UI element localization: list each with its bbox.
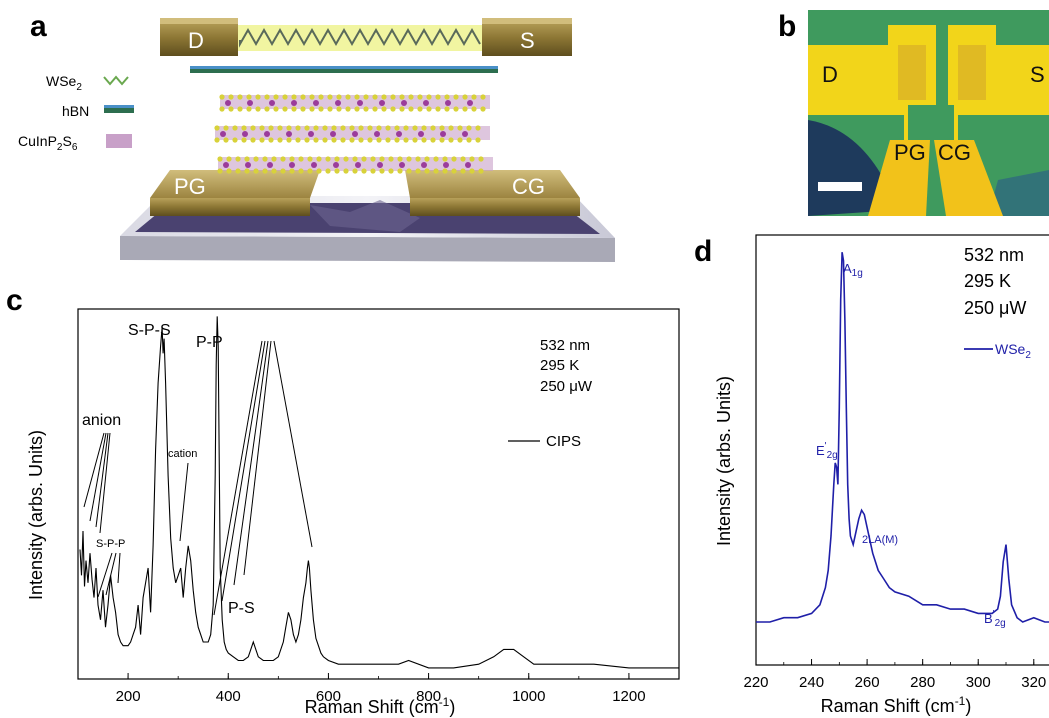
annot-anion: anion xyxy=(82,412,121,429)
annot-cation: cation xyxy=(168,448,197,460)
wse2-channel xyxy=(236,25,486,51)
pg-electrode-label: PG xyxy=(174,174,206,199)
chart-c-series-cips xyxy=(79,316,679,669)
peak-label-2la: 2LA(M) xyxy=(862,534,898,546)
chart-c-legend-label: CIPS xyxy=(546,433,581,450)
micro-drain-label: D xyxy=(822,62,838,87)
pg-electrode xyxy=(150,170,320,216)
scale-bar xyxy=(818,182,862,191)
chart-d-xtick-label: 300 xyxy=(966,674,991,691)
cips-swatch-icon xyxy=(106,134,132,148)
chart-d-xtick-label: 240 xyxy=(799,674,824,691)
chart-d-frame xyxy=(755,234,1049,666)
chart-c-xtick-label: 200 xyxy=(116,688,141,705)
annot-p-s: P-S xyxy=(228,600,255,617)
annot-s-p-p: S-P-P xyxy=(96,538,125,550)
cg-electrode-label: CG xyxy=(512,174,545,199)
pg-lead xyxy=(868,140,930,216)
chart-c-ylabel: Intensity (arbs. Units) xyxy=(26,430,46,600)
chart-c-xtick-label: 600 xyxy=(316,688,341,705)
chart-d-ylabel: Intensity (arbs. Units) xyxy=(714,376,734,546)
chart-d-series-wse2 xyxy=(756,252,1049,623)
legend-wse2: WSe2 xyxy=(46,73,82,93)
chart-d-xtick-label: 220 xyxy=(743,674,768,691)
micro-source-label: S xyxy=(1030,62,1045,87)
chart-d-legend-label: WSe2 xyxy=(995,341,1031,361)
chart-c-xtick-label: 400 xyxy=(216,688,241,705)
source-label: S xyxy=(520,28,535,53)
peak-label-e2g: E'2g xyxy=(816,441,838,461)
annot-p-p: P-P xyxy=(196,334,223,351)
peak-label-a1g: A1g xyxy=(843,261,863,279)
chart-d-xtick-label: 320 xyxy=(1021,674,1046,691)
cg-lead xyxy=(934,140,1003,216)
cips-layers xyxy=(214,94,493,174)
peak-label-b2g: B'2g xyxy=(984,609,1006,629)
chart-d-info-power: 250 μW xyxy=(964,298,1026,318)
micro-cg-label: CG xyxy=(938,140,971,165)
legend-cips: CuInP2S6 xyxy=(18,133,78,153)
annotation-arrows xyxy=(83,340,313,616)
chart-d-info-temperature: 295 K xyxy=(964,271,1011,291)
chart-c-cips-raman: 200 400 600 800 1000 1200 Intensity (arbs. Un… xyxy=(26,308,680,717)
chart-d-wse2-raman: 220 240 260 280 300 320 Intensity (arbs. Unit… xyxy=(714,234,1049,716)
drain-electrode xyxy=(160,18,238,56)
wse2-swatch-icon xyxy=(103,75,129,86)
chart-c-info-power: 250 μW xyxy=(540,378,593,395)
chart-c-xtick-label: 1200 xyxy=(612,688,645,705)
device-schematic-svg: PG CG D S WSe2 xyxy=(18,18,615,262)
chart-d-info-wavelength: 532 nm xyxy=(964,245,1024,265)
hbn-layer xyxy=(190,66,498,73)
chart-d-xtick-label: 260 xyxy=(855,674,880,691)
chart-c-xlabel: Raman Shift (cm-1) xyxy=(305,695,456,717)
material-legend: WSe2 hBN CuInP2S6 xyxy=(18,73,134,153)
chart-d-xlabel: Raman Shift (cm-1) xyxy=(821,694,972,716)
chart-c-info-temperature: 295 K xyxy=(540,357,579,374)
annot-s-p-s: S-P-S xyxy=(128,322,171,339)
legend-hbn: hBN xyxy=(62,103,89,119)
panel-a-schematic: a xyxy=(0,0,690,285)
micro-pg-label: PG xyxy=(894,140,926,165)
panel-c-letter: c xyxy=(6,284,23,317)
chart-c-frame xyxy=(77,308,680,680)
chart-c-info-wavelength: 532 nm xyxy=(540,337,590,354)
panel-b-letter: b xyxy=(778,10,797,43)
chart-d-xtick-label: 280 xyxy=(910,674,935,691)
panel-a-letter: a xyxy=(30,10,47,43)
hbn-swatch-icon xyxy=(104,108,134,113)
source-electrode xyxy=(482,18,572,56)
panel-d-letter: d xyxy=(694,235,713,268)
cg-electrode xyxy=(405,170,580,216)
chart-c-xtick-label: 800 xyxy=(416,688,441,705)
drain-label: D xyxy=(188,28,204,53)
panel-b-micrograph: D S PG CG xyxy=(808,10,1049,216)
chart-c-xtick-label: 1000 xyxy=(512,688,545,705)
